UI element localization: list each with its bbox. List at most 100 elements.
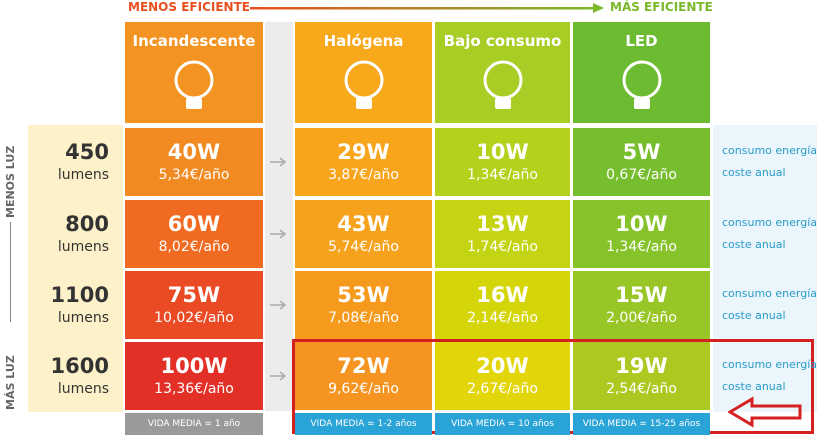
- legend-text: coste anual: [722, 238, 786, 251]
- row-arrow: [270, 157, 287, 167]
- power: 75W: [167, 282, 221, 307]
- column-header: Halógena: [295, 22, 432, 123]
- power: 60W: [167, 211, 221, 236]
- value-cell: 10W 1,34€/año: [573, 200, 710, 268]
- value-cell: 10W 1,34€/año: [435, 128, 570, 196]
- cost: 10,02€/año: [154, 309, 234, 326]
- power: 13W: [476, 211, 529, 236]
- row-arrow: [270, 300, 287, 310]
- lumen-value: 800: [65, 212, 109, 236]
- lumen-label: 800 lumens: [28, 200, 123, 268]
- power: 16W: [476, 282, 529, 307]
- column-name: Halógena: [323, 32, 404, 50]
- lumen-label: 1100 lumens: [28, 271, 123, 339]
- value-cell: 53W 7,08€/año: [295, 271, 432, 339]
- cost: 1,74€/año: [467, 238, 538, 255]
- power: 29W: [337, 139, 390, 164]
- legend-text: consumo energía: [722, 358, 817, 371]
- value-cell: 29W 3,87€/año: [295, 128, 432, 196]
- lumen-label: 450 lumens: [28, 128, 123, 196]
- life-span: VIDA MEDIA = 1 año: [125, 413, 263, 435]
- legend-text: coste anual: [722, 380, 786, 393]
- row-legend: consumo energía coste anual: [715, 200, 817, 268]
- lumen-unit: lumens: [57, 310, 109, 326]
- cost: 0,67€/año: [606, 166, 677, 183]
- legend-text: consumo energía: [722, 144, 817, 157]
- value-cell: 72W 9,62€/año: [295, 342, 432, 410]
- cost: 1,34€/año: [467, 166, 538, 183]
- column-name: Bajo consumo: [443, 32, 562, 50]
- value-cell: 75W 10,02€/año: [125, 271, 263, 339]
- cost: 7,08€/año: [328, 309, 399, 326]
- lumen-column: [28, 125, 123, 412]
- highlight-arrow: [728, 396, 802, 428]
- row-arrow: [270, 229, 287, 239]
- row-legend: consumo energía coste anual: [715, 342, 817, 410]
- column-name: Incandescente: [132, 32, 256, 50]
- bulb-icon: [174, 60, 214, 109]
- cost: 5,34€/año: [158, 166, 230, 183]
- side-line: [10, 222, 11, 322]
- lumen-unit: lumens: [57, 381, 109, 397]
- cost: 9,62€/año: [328, 380, 399, 397]
- power: 19W: [615, 353, 668, 378]
- life-span: VIDA MEDIA = 1-2 años: [295, 413, 432, 435]
- cost: 3,87€/año: [328, 166, 399, 183]
- cost: 2,14€/año: [467, 309, 538, 326]
- bulb-icon: [622, 60, 661, 109]
- lumen-label: 1600 lumens: [28, 342, 123, 410]
- cost: 2,67€/año: [467, 380, 538, 397]
- row-arrow: [270, 371, 287, 381]
- value-cell: 20W 2,67€/año: [435, 342, 570, 410]
- legend-text: coste anual: [722, 166, 786, 179]
- legend-text: coste anual: [722, 309, 786, 322]
- value-cell: 13W 1,74€/año: [435, 200, 570, 268]
- row-legend: consumo energía coste anual: [715, 271, 817, 339]
- bulb-icon: [344, 60, 383, 109]
- side-top: MENOS LUZ: [4, 145, 17, 218]
- power: 53W: [337, 282, 390, 307]
- power: 10W: [476, 139, 529, 164]
- value-cell: 40W 5,34€/año: [125, 128, 263, 196]
- cost: 1,34€/año: [606, 238, 677, 255]
- cost: 5,74€/año: [328, 238, 399, 255]
- power: 15W: [615, 282, 668, 307]
- value-cell: 5W 0,67€/año: [573, 128, 710, 196]
- lumen-unit: lumens: [57, 239, 109, 255]
- value-cell: 43W 5,74€/año: [295, 200, 432, 268]
- value-cell: 19W 2,54€/año: [573, 342, 710, 410]
- lumen-value: 1100: [50, 283, 109, 307]
- column-header: Incandescente: [125, 22, 263, 123]
- side-bottom: MÁS LUZ: [4, 355, 17, 410]
- header-arrow: [250, 3, 604, 13]
- cost: 13,36€/año: [154, 380, 234, 397]
- power: 100W: [160, 353, 228, 378]
- column-header: Bajo consumo: [435, 22, 570, 123]
- legend-text: consumo energía: [722, 216, 817, 229]
- legend-text: consumo energía: [722, 287, 817, 300]
- legend-column: [713, 125, 817, 412]
- cost: 2,00€/año: [606, 309, 677, 326]
- lumen-value: 450: [65, 140, 109, 164]
- power: 20W: [476, 353, 529, 378]
- bulb-icon: [483, 60, 522, 109]
- column-header: LED: [573, 22, 710, 123]
- header-left: MENOS EFICIENTE: [128, 0, 250, 14]
- header-right: MÁS EFICIENTE: [610, 0, 713, 14]
- cost: 8,02€/año: [158, 238, 230, 255]
- power: 10W: [615, 211, 668, 236]
- column-name: LED: [625, 32, 658, 50]
- power: 5W: [622, 139, 661, 164]
- life-span: VIDA MEDIA = 10 años: [435, 413, 570, 435]
- value-cell: 100W 13,36€/año: [125, 342, 263, 410]
- value-cell: 60W 8,02€/año: [125, 200, 263, 268]
- lumen-unit: lumens: [57, 167, 109, 183]
- lumen-value: 1600: [50, 354, 109, 378]
- power: 40W: [167, 139, 221, 164]
- value-cell: 15W 2,00€/año: [573, 271, 710, 339]
- cost: 2,54€/año: [606, 380, 677, 397]
- row-legend: consumo energía coste anual: [715, 128, 817, 196]
- value-cell: 16W 2,14€/año: [435, 271, 570, 339]
- life-span: VIDA MEDIA = 15-25 años: [573, 413, 710, 435]
